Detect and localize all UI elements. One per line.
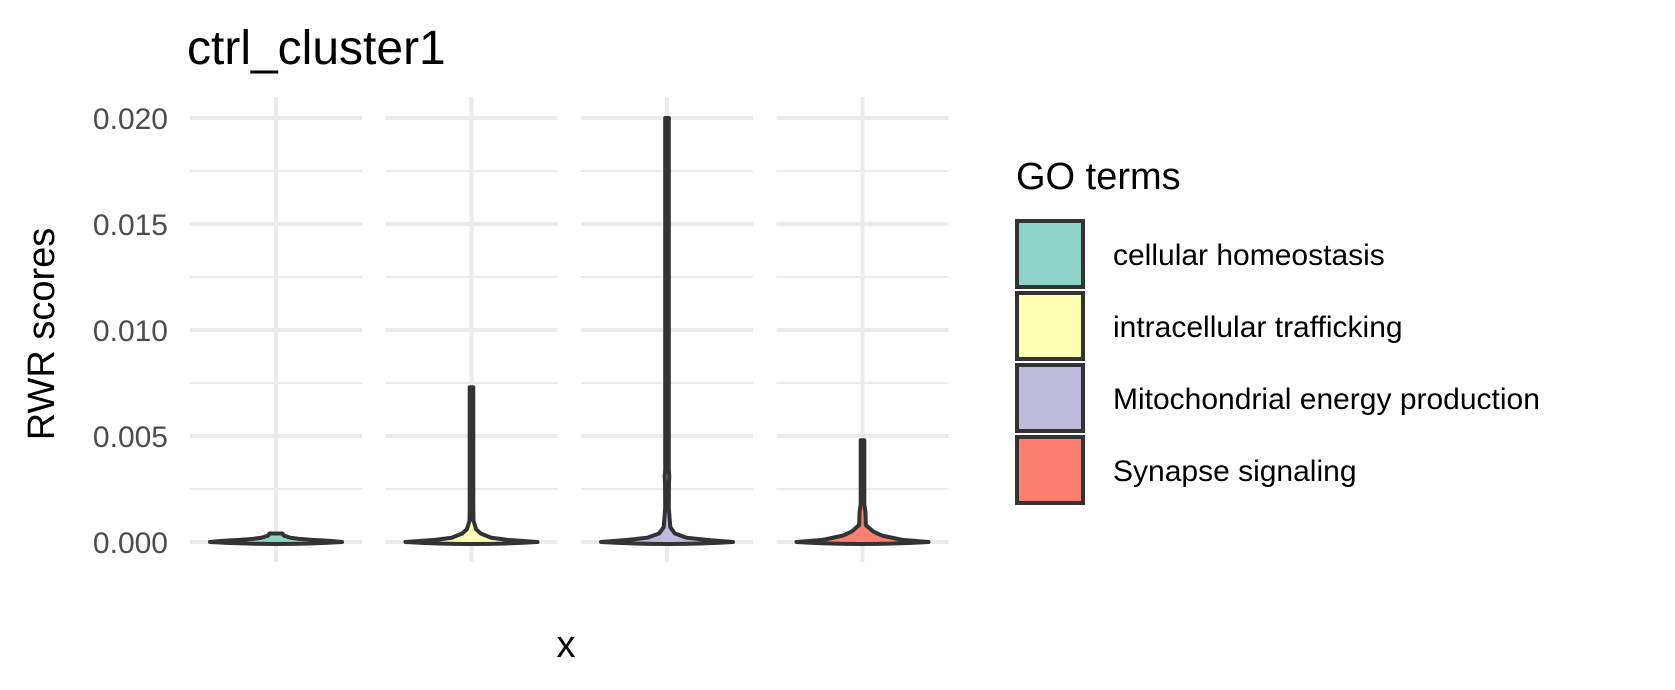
legend-label: Synapse signaling — [1113, 455, 1357, 488]
legend-key — [1015, 435, 1085, 505]
y-tick-label: 0.020 — [93, 103, 168, 136]
legend-title: GO terms — [1016, 156, 1181, 198]
y-tick-label: 0.000 — [93, 527, 168, 560]
violin-4: Synapse signaling — [794, 438, 931, 546]
y-tick-label: 0.005 — [93, 421, 168, 454]
violins: cellular homeostasis intracellular traffi… — [208, 116, 931, 546]
legend-label: intracellular trafficking — [1113, 311, 1403, 344]
violin-3: Mitochondrial energy production — [599, 116, 735, 546]
legend-label: Mitochondrial energy production — [1113, 383, 1540, 416]
violin-1: cellular homeostasis — [208, 531, 344, 546]
legend-key — [1015, 363, 1085, 433]
legend-key — [1015, 219, 1085, 289]
grid-lines — [190, 97, 949, 562]
x-axis-title: x — [557, 624, 576, 666]
y-tick-label: 0.010 — [93, 315, 168, 348]
y-tick-label: 0.015 — [93, 209, 168, 242]
legend-label: cellular homeostasis — [1113, 239, 1385, 272]
chart-title: ctrl_cluster1 — [187, 22, 446, 75]
violin-2: intracellular trafficking — [403, 385, 540, 546]
y-axis-title: RWR scores — [21, 228, 63, 441]
y-axis-ticks: 0.000 0.005 0.010 0.015 0.020 — [93, 103, 168, 560]
legend: GO terms cellular homeostasis intracellul… — [1015, 156, 1540, 505]
legend-key — [1015, 291, 1085, 361]
